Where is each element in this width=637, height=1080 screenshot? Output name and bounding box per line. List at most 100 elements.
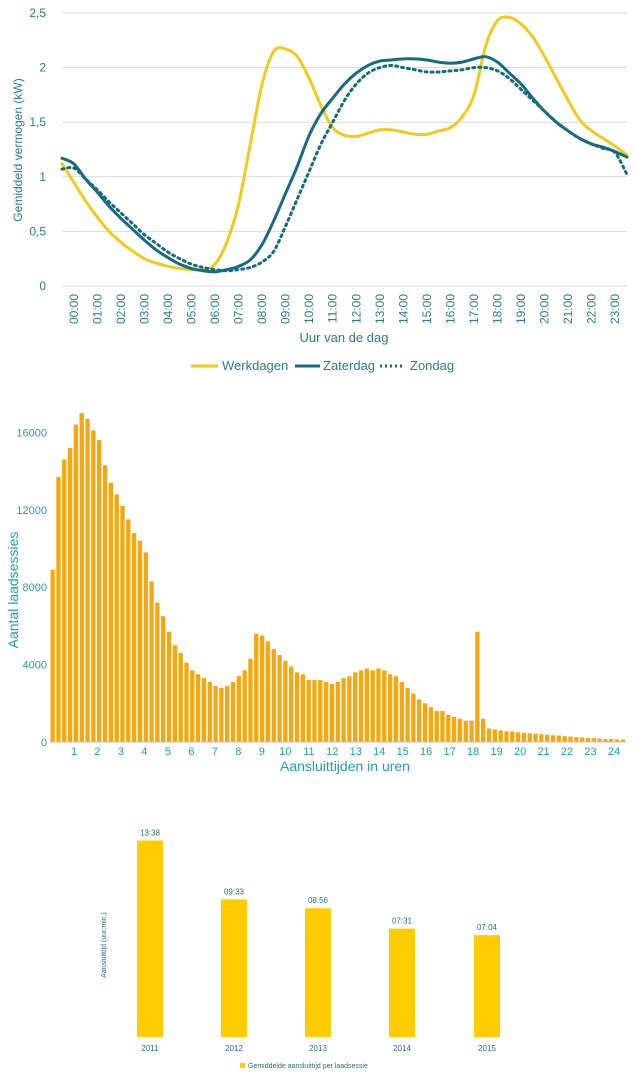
histogram-bar <box>585 737 591 742</box>
chart1-x-tick-label: 13:00 <box>373 294 387 324</box>
chart2-x-tick-label: 2 <box>94 746 100 758</box>
chart1-x-axis-label: Uur van de dag <box>300 330 389 345</box>
chart1-x-tick-label: 02:00 <box>114 294 128 324</box>
chart1-x-tick-label: 19:00 <box>514 294 528 324</box>
chart1-y-tick-label: 0,5 <box>29 224 46 238</box>
legend-label-zondag: Zondag <box>410 358 454 373</box>
chart2-y-ticks: 0 4000 8000 12000 16000 <box>16 427 47 749</box>
chart1-x-tick-label: 23:00 <box>608 294 622 324</box>
chart2-x-tick-label: 6 <box>188 746 194 758</box>
histogram-bar <box>556 735 561 742</box>
histogram-bar <box>405 687 410 742</box>
histogram-bar <box>417 699 422 742</box>
chart1-x-tick-label: 08:00 <box>255 294 269 324</box>
chart1-x-tick-label: 15:00 <box>420 294 434 324</box>
histogram-bar <box>481 718 486 742</box>
year-bar-2015 <box>474 935 500 1037</box>
histogram-bar <box>312 680 317 742</box>
chart2-x-tick-label: 18 <box>467 746 479 758</box>
histogram-bar <box>318 680 323 742</box>
histogram-bar <box>475 631 480 742</box>
chart3-x-tick-label: 2012 <box>225 1044 243 1053</box>
histogram-bar <box>387 674 393 742</box>
chart3-legend-swatch <box>240 1063 245 1068</box>
histogram-bar <box>161 616 166 742</box>
histogram-bar <box>62 459 67 742</box>
histogram-bar <box>79 413 84 742</box>
histogram-bar <box>50 569 55 742</box>
chart3-x-tick-label: 2015 <box>478 1044 496 1053</box>
histogram-bar <box>149 581 154 742</box>
histogram-bar <box>91 430 96 742</box>
histogram-bar <box>155 602 160 742</box>
chart2-x-tick-label: 14 <box>373 746 385 758</box>
histogram-bar <box>358 670 364 742</box>
chart3-x-tick-label: 2011 <box>141 1044 159 1053</box>
histogram-bar <box>335 682 340 742</box>
year-bar-2011 <box>137 840 163 1037</box>
chart1-x-tick-label: 00:00 <box>67 294 81 324</box>
histogram-bar <box>294 672 300 742</box>
chart1-x-tick-label: 03:00 <box>137 294 151 324</box>
chart1-y-tick-label: 2 <box>39 61 46 75</box>
year-bar-2012 <box>221 899 247 1037</box>
histogram-bar <box>195 674 201 742</box>
chart3-y-axis-label: Aansluittijd (uur:min.) <box>101 912 108 978</box>
power-line-chart: 0 0,5 1 1,5 2 2,5 00:00 01:00 02:00 03:00 04:00 05… <box>11 6 629 373</box>
histogram-bar <box>463 720 468 742</box>
legend-label-zaterdag: Zaterdag <box>323 358 375 373</box>
chart2-x-tick-label: 11 <box>303 746 314 758</box>
histogram-bar <box>539 734 544 742</box>
histogram-bar <box>137 540 143 742</box>
histogram-bar <box>434 711 439 742</box>
chart2-x-axis-label: Aansluittijden in uren <box>280 758 410 774</box>
chart2-x-tick-label: 22 <box>561 746 573 758</box>
histogram-bar <box>236 676 241 742</box>
histogram-bar <box>242 670 247 742</box>
year-bar-2014 <box>389 928 415 1037</box>
legend-label-werkdagen: Werkdagen <box>222 358 288 373</box>
year-bar-data-label: 13:38 <box>140 828 161 837</box>
histogram-bar <box>114 494 119 742</box>
histogram-bar <box>277 654 282 742</box>
histogram-bar <box>230 682 236 742</box>
histogram-bar <box>376 668 381 742</box>
chart2-x-tick-label: 3 <box>118 746 124 758</box>
histogram-bar <box>329 683 335 742</box>
histogram-bar <box>341 678 346 742</box>
chart2-x-tick-label: 23 <box>584 746 596 758</box>
chart1-x-tick-label: 14:00 <box>396 294 410 324</box>
histogram-bar <box>184 662 189 742</box>
chart1-gridlines <box>62 12 627 287</box>
chart2-bars <box>50 413 625 742</box>
year-bar-2013 <box>305 908 331 1037</box>
histogram-bar <box>521 732 527 742</box>
histogram-bar <box>73 424 79 742</box>
histogram-bar <box>370 670 375 742</box>
histogram-bar <box>382 670 387 742</box>
histogram-bar <box>609 739 614 742</box>
chart2-x-tick-label: 13 <box>350 746 362 758</box>
histogram-bar <box>422 703 428 742</box>
chart3-data-labels: 13:38 09:33 08:56 07:31 07:04 <box>140 828 498 932</box>
chart1-y-tick-label: 1,5 <box>29 115 46 129</box>
year-bar-data-label: 07:04 <box>477 923 498 932</box>
histogram-bar <box>300 674 305 742</box>
series-line-zaterdag <box>60 55 629 274</box>
histogram-bar <box>428 707 433 742</box>
histogram-bar <box>620 739 625 742</box>
histogram-bar <box>603 738 608 742</box>
histogram-bar <box>283 660 288 742</box>
chart3-legend-label: Gemiddelde aansluittijd per laadsessie <box>248 1063 368 1070</box>
chart1-legend: Werkdagen Zaterdag Zondag <box>191 358 454 373</box>
histogram-bar <box>527 733 532 742</box>
histogram-bar <box>108 482 113 742</box>
histogram-bar <box>574 737 579 742</box>
chart1-x-tick-label: 11:00 <box>326 294 340 323</box>
histogram-bar <box>131 532 137 742</box>
histogram-bar <box>126 519 131 742</box>
histogram-bar <box>469 720 474 742</box>
chart2-x-tick-label: 20 <box>514 746 526 758</box>
chart2-y-tick-label: 4000 <box>23 660 47 672</box>
